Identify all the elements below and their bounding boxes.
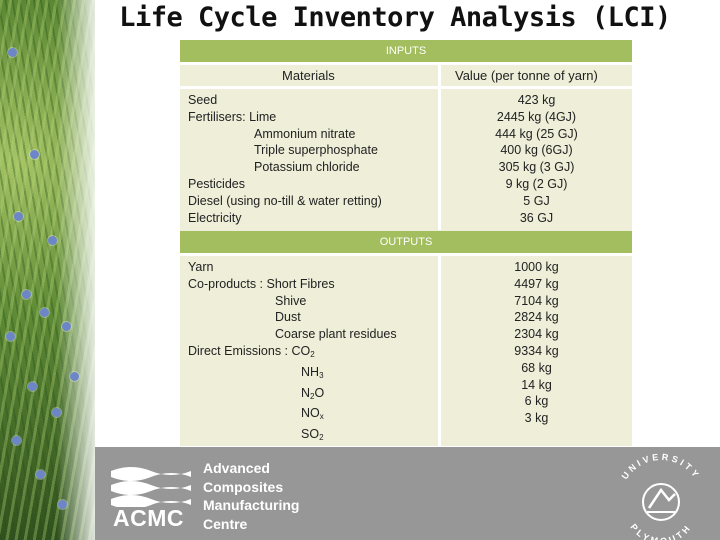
value-column-header: Value (per tonne of yarn): [455, 68, 598, 83]
input-values-list: 423 kg 2445 kg (4GJ) 444 kg (25 GJ) 400 …: [495, 93, 578, 225]
materials-list: Seed Fertilisers: Lime Ammonium nitrate …: [188, 93, 382, 225]
footer-banner: ACMC Advanced Composites Manufacturing C…: [95, 447, 720, 540]
lci-table: INPUTS Materials Value (per tonne of yar…: [180, 40, 632, 446]
flax-field-photo: [0, 0, 95, 540]
page-title: Life Cycle Inventory Analysis (LCI): [119, 2, 671, 33]
centre-name: Advanced Composites Manufacturing Centre: [203, 460, 300, 532]
materials-column-header: Materials: [282, 68, 335, 83]
acmc-wordmark: ACMC: [113, 505, 184, 531]
svg-text:PLYMOUTH: PLYMOUTH: [628, 522, 693, 540]
output-values-list: 1000 kg 4497 kg 7104 kg 2824 kg 2304 kg …: [514, 260, 559, 426]
acmc-logo-icon: [111, 467, 191, 507]
inputs-header: INPUTS: [180, 40, 632, 62]
outputs-header: OUTPUTS: [180, 231, 632, 253]
svg-text:UNIVERSITY: UNIVERSITY: [620, 452, 703, 481]
outputs-list: Yarn Co-products : Short Fibres Shive Du…: [188, 260, 397, 443]
university-plymouth-logo-icon: UNIVERSITY PLYMOUTH: [620, 452, 703, 540]
